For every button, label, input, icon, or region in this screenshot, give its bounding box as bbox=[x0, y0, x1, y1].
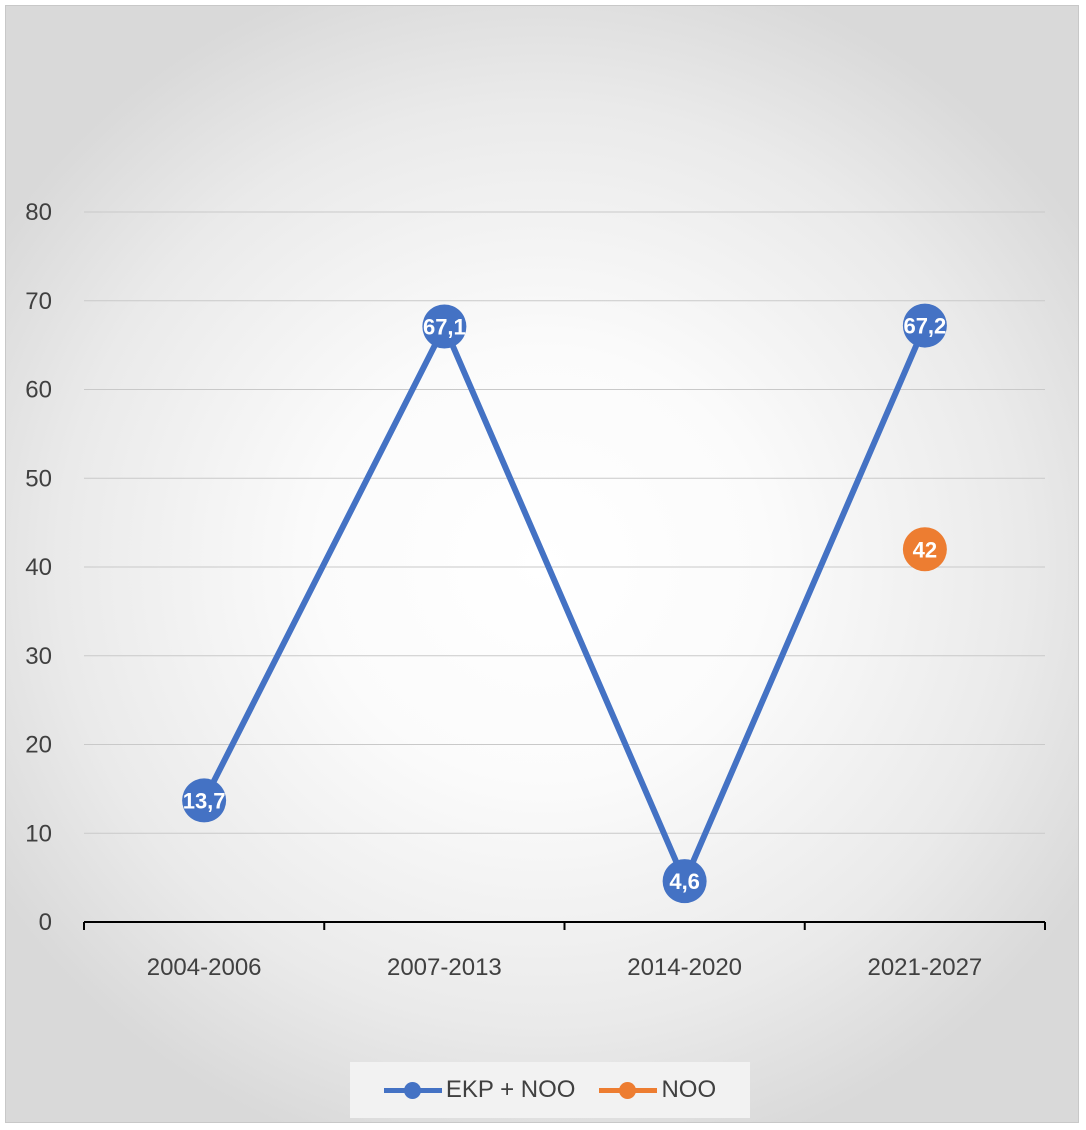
x-tick-label: 2004-2006 bbox=[147, 954, 262, 981]
series-line-1 bbox=[201, 322, 928, 885]
data-label: 13,7 bbox=[183, 788, 226, 813]
data-point bbox=[662, 859, 707, 904]
data-label: 67,1 bbox=[423, 314, 466, 339]
y-tick-label: 40 bbox=[25, 554, 52, 581]
data-label: 42 bbox=[913, 537, 937, 562]
legend-label-series-2: NOO bbox=[661, 1076, 717, 1103]
legend-marker-series-2 bbox=[619, 1082, 637, 1099]
y-tick-label: 0 bbox=[39, 909, 52, 936]
data-label: 67,2 bbox=[903, 314, 946, 339]
legend: EKP + NOO NOO bbox=[350, 1062, 750, 1118]
legend-item-series-1: EKP + NOO bbox=[383, 1076, 576, 1104]
data-point bbox=[902, 303, 947, 348]
legend-label-series-1: EKP + NOO bbox=[445, 1076, 576, 1103]
x-tick-label: 2014-2020 bbox=[627, 954, 742, 981]
chart-area bbox=[5, 5, 1079, 1123]
x-tick-label: 2007-2013 bbox=[387, 954, 502, 981]
data-label: 4,6 bbox=[669, 869, 700, 894]
legend-marker-series-1 bbox=[403, 1082, 421, 1099]
legend-item-series-2: NOO bbox=[599, 1076, 716, 1104]
y-tick-label: 70 bbox=[25, 288, 52, 315]
data-point bbox=[902, 527, 947, 572]
y-tick-label: 60 bbox=[25, 377, 52, 404]
data-point bbox=[182, 778, 227, 823]
x-tick-label: 2021-2027 bbox=[867, 954, 982, 981]
y-tick-label: 10 bbox=[25, 820, 52, 847]
y-tick-label: 20 bbox=[25, 732, 52, 759]
legend-swatch-series-1 bbox=[383, 1080, 442, 1100]
y-tick-label: 30 bbox=[25, 643, 52, 670]
data-point bbox=[422, 304, 467, 349]
legend-swatch-series-2 bbox=[599, 1080, 658, 1100]
y-tick-label: 50 bbox=[25, 465, 52, 492]
y-tick-label: 80 bbox=[25, 199, 52, 226]
